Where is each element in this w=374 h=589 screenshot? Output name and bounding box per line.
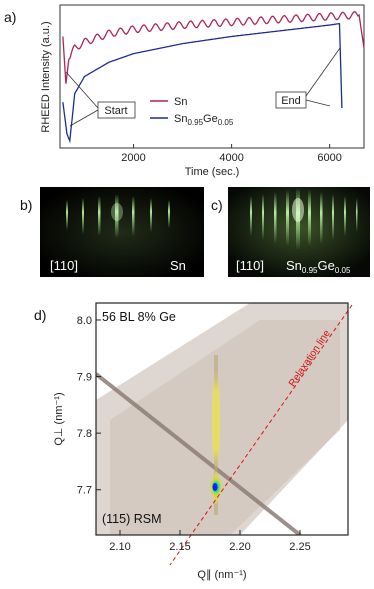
panel-b-direction: [110] bbox=[50, 258, 78, 273]
panel-d-xtick-label: 2.20 bbox=[229, 541, 250, 553]
panel-d-ytick-label: 7.9 bbox=[77, 372, 92, 384]
panel-d-xtick-label: 2.10 bbox=[109, 541, 130, 553]
panel-d-xlabel: Q∥ (nm⁻¹) bbox=[197, 569, 246, 581]
panel-a-legend: Sn Sn0.95Ge0.05 bbox=[150, 96, 234, 127]
panel-c-rheed-image: [110] Sn0.95Ge0.05 bbox=[228, 187, 370, 277]
panel-d-label: d) bbox=[34, 307, 46, 323]
panel-d-rsm-label: (115) RSM bbox=[102, 512, 162, 526]
panel-d-sample-label: 56 BL 8% Ge bbox=[102, 310, 176, 324]
panel-b-rheed-image: [110] Sn bbox=[40, 187, 204, 277]
annotation-start: Start bbox=[65, 71, 136, 127]
panel-a-ylabel: RHEED Intensity (a.u.) bbox=[40, 21, 52, 132]
annotation-end-text: End bbox=[281, 95, 301, 107]
panel-d-rsm-map: Relaxation line 56 BL 8% Ge (115) RSM bbox=[95, 302, 353, 566]
panel-a-xtick-label: 2000 bbox=[121, 152, 145, 164]
annotation-end: End bbox=[275, 47, 341, 109]
panel-a-chart: 2000 4000 6000 Time (sec.) RHEED Intensity… bbox=[40, 4, 365, 178]
panel-a-xlabel: Time (sec.) bbox=[185, 166, 240, 178]
panel-c-label: c) bbox=[211, 197, 223, 213]
panel-d-plot-frame bbox=[95, 302, 349, 536]
panel-d-ytick-label: 8.0 bbox=[77, 315, 92, 327]
panel-a-xtick-label: 4000 bbox=[219, 152, 243, 164]
panel-d-ytick-label: 7.7 bbox=[77, 485, 92, 497]
annotation-start-text: Start bbox=[104, 105, 127, 117]
panel-d-ylabel: Q⊥ (nm⁻¹) bbox=[53, 392, 65, 445]
panel-a-plot-frame bbox=[59, 4, 365, 149]
series-line-sn bbox=[62, 10, 365, 84]
panel-c-direction: [110] bbox=[236, 258, 264, 273]
legend-label-snge: Sn0.95Ge0.05 bbox=[174, 113, 234, 127]
panel-d-ytick-label: 7.8 bbox=[77, 428, 92, 440]
panel-b-label: b) bbox=[20, 197, 32, 213]
legend-label-sn: Sn bbox=[174, 96, 187, 108]
panel-a-label: a) bbox=[4, 9, 16, 25]
panel-d-xtick-label: 2.15 bbox=[169, 541, 190, 553]
panel-c-material: Sn0.95Ge0.05 bbox=[286, 258, 351, 275]
series-line-snge bbox=[62, 22, 343, 144]
panel-d-xtick-label: 2.25 bbox=[289, 541, 310, 553]
panel-b-material: Sn bbox=[170, 258, 186, 273]
panel-a-xtick-label: 6000 bbox=[317, 152, 341, 164]
relaxation-line bbox=[169, 304, 353, 566]
